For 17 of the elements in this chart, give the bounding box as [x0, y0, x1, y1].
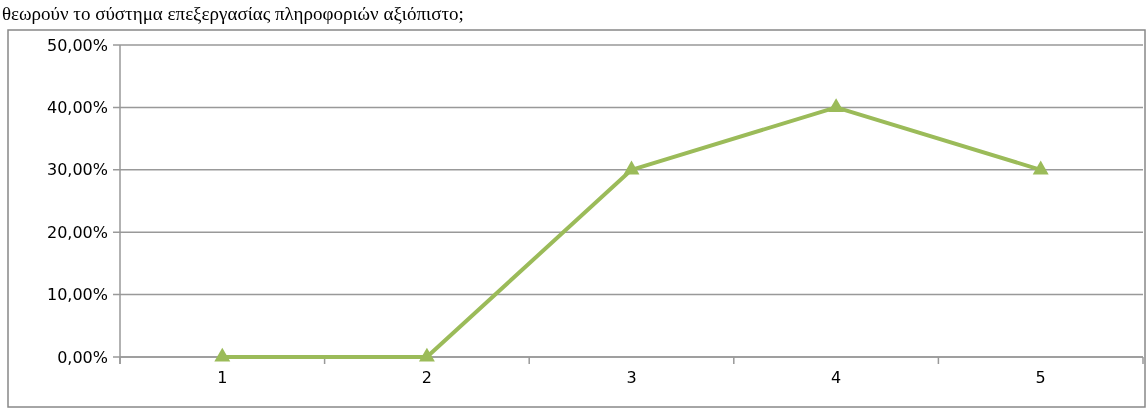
y-tick-label: 0,00% — [57, 347, 108, 367]
x-tick-label: 2 — [421, 368, 432, 387]
y-tick-label: 50,00% — [46, 35, 108, 55]
point — [623, 160, 640, 175]
point — [828, 98, 845, 112]
y-tick-label: 20,00% — [46, 222, 108, 242]
point — [214, 347, 231, 362]
point — [418, 347, 435, 362]
x-tick-label: 3 — [626, 368, 637, 387]
y-tick-label: 10,00% — [46, 285, 108, 305]
y-tick-label: 30,00% — [46, 160, 108, 180]
x-tick-label: 1 — [217, 368, 228, 387]
x-tick-label: 4 — [831, 368, 842, 387]
y-tick-label: 40,00% — [46, 98, 108, 117]
point — [1032, 160, 1049, 175]
x-tick-label: 5 — [1035, 368, 1046, 387]
chart-title: θεωρούν το σύστημα επεξεργασίας πληροφοριών αξιόπιστο; — [2, 3, 464, 24]
